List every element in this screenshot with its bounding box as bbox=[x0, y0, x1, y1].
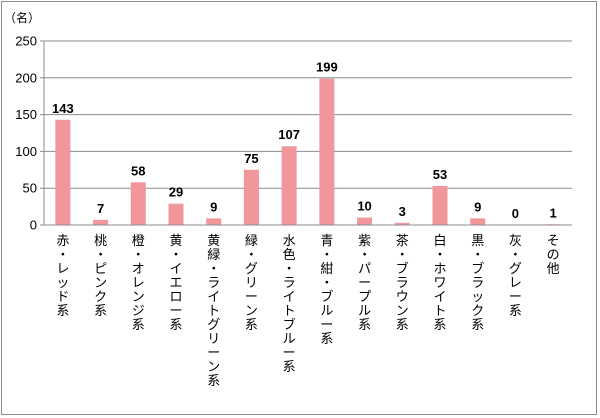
bar bbox=[130, 182, 146, 225]
bar bbox=[394, 222, 410, 225]
category-label: 水色・ライトブルー系 bbox=[283, 234, 296, 375]
category-label: 赤・レッド系 bbox=[56, 234, 69, 319]
data-label: 3 bbox=[399, 204, 406, 219]
labels: 050100150200250143赤・レッド系7桃・ピンク系58橙・オレンジ系… bbox=[15, 34, 559, 390]
category-label: 紫・パープル系 bbox=[358, 234, 371, 333]
bar bbox=[357, 217, 373, 225]
y-tick-label: 50 bbox=[23, 181, 37, 196]
y-tick-label: 0 bbox=[30, 218, 37, 233]
category-label: 黒・ブラック系 bbox=[471, 234, 484, 333]
bar bbox=[319, 78, 335, 225]
data-label: 107 bbox=[278, 127, 300, 142]
bar bbox=[432, 185, 448, 225]
data-label: 0 bbox=[512, 206, 519, 221]
category-label: 桃・ピンク系 bbox=[94, 234, 107, 319]
data-label: 29 bbox=[169, 185, 183, 200]
data-label: 143 bbox=[52, 101, 74, 116]
data-label: 53 bbox=[433, 167, 447, 182]
bar bbox=[243, 169, 259, 225]
y-tick-label: 150 bbox=[15, 107, 37, 122]
y-tick-label: 250 bbox=[15, 34, 37, 49]
data-label: 58 bbox=[131, 163, 145, 178]
category-label: 青・紺・ブルー系 bbox=[320, 234, 333, 347]
data-label: 9 bbox=[210, 199, 217, 214]
category-label: 白・ホワイト系 bbox=[433, 233, 446, 333]
category-label: 橙・オレンジ系 bbox=[132, 234, 145, 333]
bar bbox=[281, 146, 297, 225]
data-label: 7 bbox=[97, 201, 104, 216]
y-tick-label: 100 bbox=[15, 144, 37, 159]
category-label: 緑・グリーン系 bbox=[245, 234, 258, 333]
data-label: 1 bbox=[550, 205, 557, 220]
data-label: 75 bbox=[244, 151, 258, 166]
bar bbox=[470, 218, 486, 225]
category-label: 灰・グレー系 bbox=[509, 234, 522, 319]
y-axis-unit-label: （名） bbox=[4, 10, 40, 25]
data-label: 199 bbox=[316, 60, 338, 75]
axes bbox=[40, 40, 572, 226]
bar bbox=[55, 119, 71, 225]
category-label: 黄緑・ライトグリーン系 bbox=[207, 234, 220, 389]
category-label: 黄・イエロー系 bbox=[169, 234, 182, 333]
gridlines bbox=[44, 40, 572, 189]
data-label: 10 bbox=[357, 199, 371, 214]
bar bbox=[168, 203, 184, 225]
category-label: 茶・ブラウン系 bbox=[396, 233, 409, 333]
category-label: その他 bbox=[547, 234, 560, 277]
bar bbox=[93, 219, 109, 225]
bar bbox=[206, 218, 222, 225]
y-tick-label: 200 bbox=[15, 70, 37, 85]
data-label: 9 bbox=[474, 199, 481, 214]
